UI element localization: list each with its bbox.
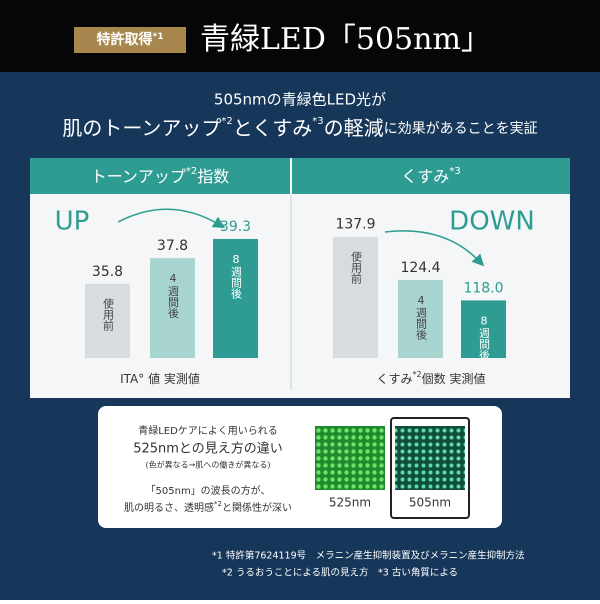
axis-caption: ITA° 値 実測値 bbox=[120, 371, 200, 386]
note: *2 bbox=[214, 500, 222, 508]
bar bbox=[461, 300, 506, 358]
axis-caption-text: ITA° 値 実測値 bbox=[120, 371, 200, 386]
chart-title-text: くすみ bbox=[401, 167, 449, 186]
comparison-part: 肌の明るさ、透明感 bbox=[124, 501, 214, 514]
category-label: 使用前 bbox=[102, 297, 115, 331]
badge-text: 特許取得*1 bbox=[97, 31, 164, 48]
value-label: 39.3 bbox=[220, 219, 251, 235]
value-label: 124.4 bbox=[400, 260, 440, 276]
arrow bbox=[117, 208, 226, 229]
intro-part: 肌のトーンアップ bbox=[62, 116, 221, 140]
footnote: *1 特許第7624119号 メラニン産生抑制装置及びメラニン産生抑制方法 bbox=[212, 550, 525, 562]
note: *3 bbox=[449, 166, 460, 177]
intro-line: 505nmの青緑色LED光が bbox=[214, 91, 386, 109]
arrow bbox=[384, 230, 485, 267]
category-label: 8週間後 bbox=[230, 253, 243, 299]
bar bbox=[85, 283, 130, 358]
chart-header bbox=[292, 158, 570, 194]
sample-label: 505nm bbox=[409, 496, 451, 510]
bar bbox=[213, 238, 258, 358]
badge bbox=[74, 27, 186, 53]
annotation: DOWN bbox=[449, 207, 535, 237]
category-label: 使用前 bbox=[350, 250, 363, 284]
title: 青緑LED「505nm」 bbox=[200, 22, 491, 57]
annotation: UP bbox=[55, 207, 90, 237]
value-label: 137.9 bbox=[335, 217, 375, 233]
badge-label: 特許取得 bbox=[97, 31, 153, 48]
comparison-text: 肌の明るさ、透明感*2と関係性が深い bbox=[124, 500, 292, 514]
sample-label: 525nm bbox=[329, 496, 371, 510]
bar bbox=[150, 258, 195, 358]
value-label: 35.8 bbox=[92, 264, 123, 280]
category-label: 4週間後 bbox=[415, 294, 428, 340]
axis-caption: くすみ*2個数 実測値 bbox=[377, 370, 486, 386]
value-label: 118.0 bbox=[463, 280, 503, 296]
chart-title-suffix: 指数 bbox=[197, 167, 229, 186]
value-label: 37.8 bbox=[157, 238, 188, 254]
chart-title: くすみ*3 bbox=[401, 166, 460, 186]
chart-title: トーンアップ*2指数 bbox=[91, 166, 230, 186]
comparison-text: 「505nm」の波長の方が、 bbox=[146, 484, 271, 497]
note: *2 bbox=[221, 116, 232, 127]
chart-header bbox=[30, 158, 290, 194]
highlight-frame bbox=[390, 417, 470, 519]
note: *2 bbox=[413, 370, 422, 379]
sample-525 bbox=[315, 426, 385, 490]
footnote: *2 うるおうことによる肌の見え方 *3 古い角質による bbox=[222, 567, 458, 579]
comparison-text: (色が異なる→肌への働きが異なる) bbox=[146, 460, 271, 470]
note: *2 bbox=[186, 166, 197, 177]
intro-part: の軽減 bbox=[324, 116, 384, 140]
comparison-text: 青緑LEDケアによく用いられる bbox=[138, 424, 278, 437]
sample-505 bbox=[395, 426, 465, 490]
axis-caption-text: くすみ bbox=[377, 372, 413, 386]
chart-title-text: トーンアップ bbox=[91, 167, 186, 186]
comparison-part: と関係性が深い bbox=[222, 501, 292, 514]
intro-part: とくすみ bbox=[233, 116, 312, 140]
intro-line: 肌のトーンアップ*2とくすみ*3の軽減に効果があることを実証 bbox=[62, 116, 537, 140]
note: *3 bbox=[312, 116, 323, 127]
axis-caption-suffix: 個数 実測値 bbox=[422, 371, 486, 386]
bar bbox=[333, 236, 378, 358]
bar bbox=[398, 279, 443, 358]
comparison-text: 525nmとの見え方の違い bbox=[133, 441, 283, 457]
badge-note: *1 bbox=[153, 32, 164, 42]
category-label: 4週間後 bbox=[167, 272, 180, 318]
intro-part: に効果があることを実証 bbox=[384, 121, 538, 137]
category-label: 8週間後 bbox=[478, 314, 491, 360]
